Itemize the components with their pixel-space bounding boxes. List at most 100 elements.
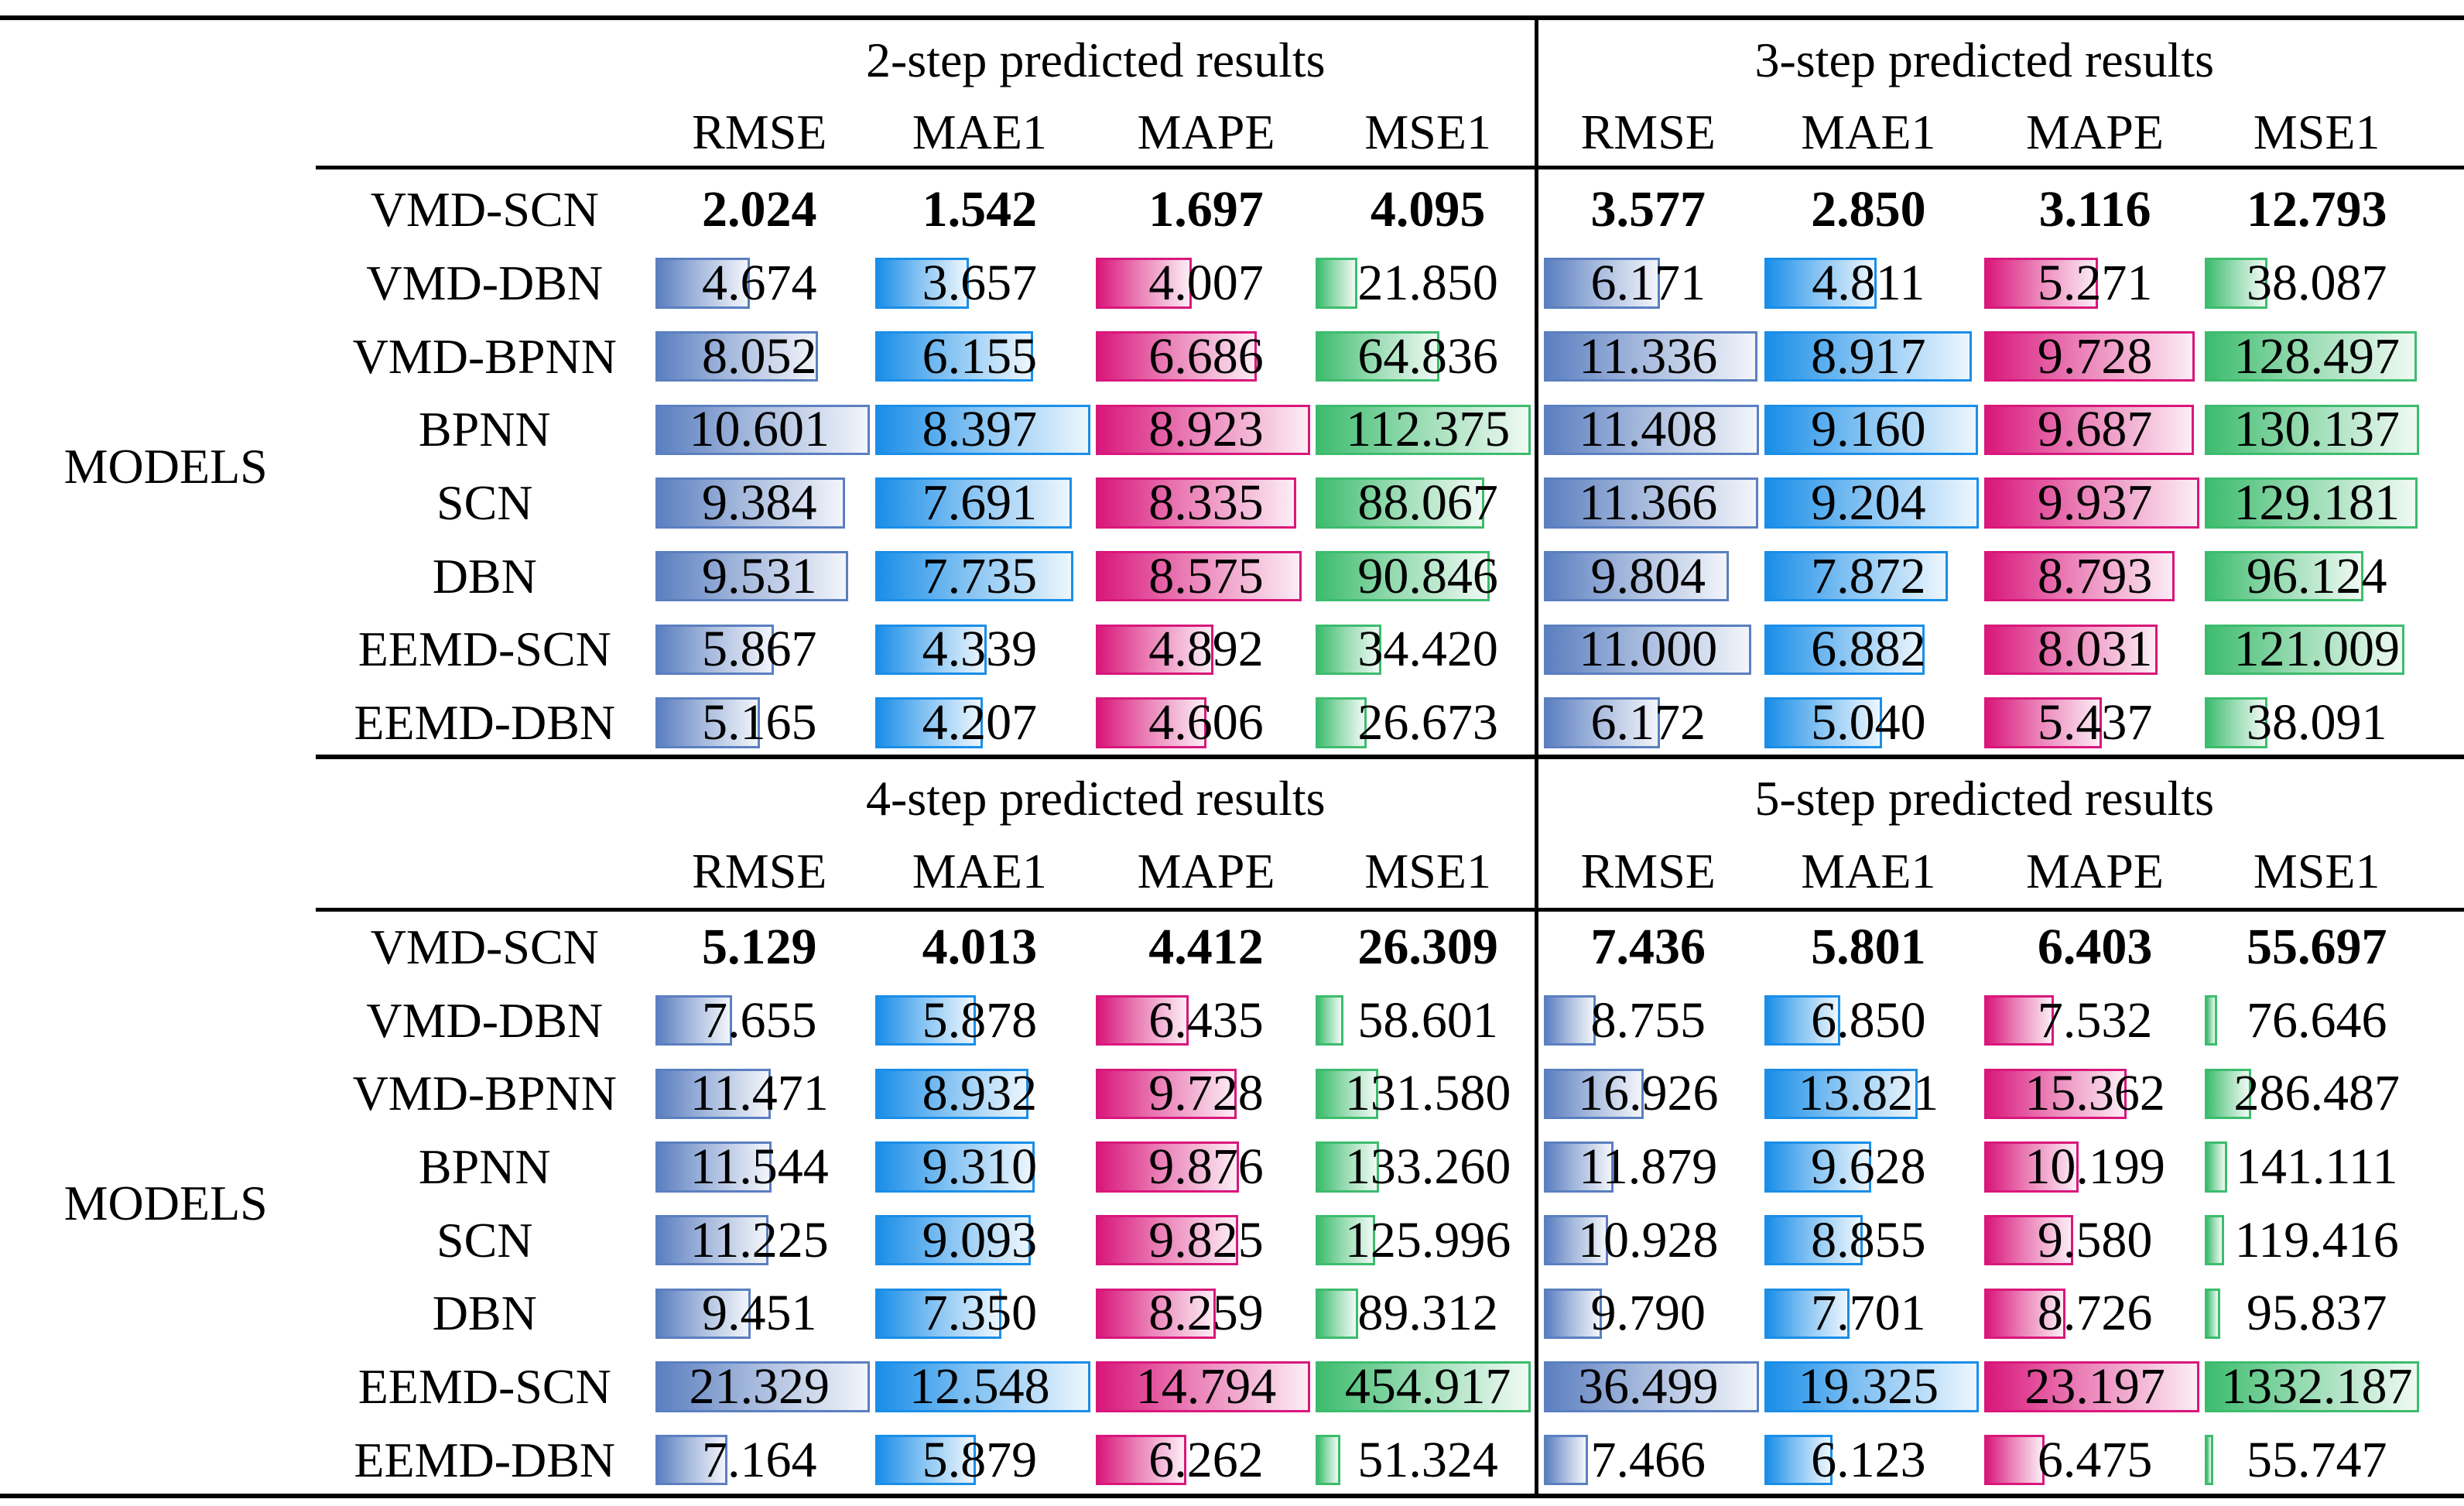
- data-bar: [875, 697, 984, 748]
- cell-value: 119.416: [2234, 1211, 2399, 1268]
- data-bar: [1984, 1434, 2045, 1486]
- data-bar: [1764, 1434, 1833, 1486]
- model-name: VMD-BPNN: [352, 1066, 617, 1121]
- cell-value: 6.686: [1148, 327, 1264, 385]
- data-bar: [875, 1214, 1032, 1266]
- cell-value: 9.204: [1811, 474, 1926, 531]
- data-bar: [1316, 1288, 1358, 1339]
- data-bar: [1544, 1068, 1644, 1119]
- data-bar: [875, 995, 977, 1046]
- cell-value: 6.172: [1590, 693, 1706, 751]
- data-bar: [1544, 697, 1661, 748]
- data-bar: [1095, 697, 1206, 748]
- data-bar: [1316, 330, 1440, 382]
- cell-value: 11.000: [1579, 621, 1718, 678]
- data-bar: [2204, 330, 2417, 382]
- cell-value: 1.697: [1148, 181, 1264, 238]
- data-bar: [1764, 330, 1973, 382]
- data-bar: [1316, 1141, 1379, 1193]
- cell-value: 11.336: [1579, 327, 1718, 385]
- data-bar: [1095, 330, 1257, 382]
- cell-value: 8.575: [1148, 547, 1264, 604]
- cell-value: 5.879: [922, 1431, 1038, 1488]
- data-bar: [1316, 624, 1382, 675]
- cell-value: 4.207: [922, 693, 1038, 751]
- metric-header: MSE1: [1364, 844, 1491, 899]
- bottom-rule: [0, 1493, 2464, 1498]
- cell-value: 10.928: [1578, 1211, 1719, 1268]
- cell-value: 9.825: [1148, 1211, 1264, 1268]
- data-bar: [1764, 624, 1925, 675]
- data-bar: [1984, 1214, 2073, 1266]
- data-bar: [1095, 1288, 1216, 1339]
- cell-value: 51.324: [1357, 1431, 1498, 1488]
- model-name: VMD-SCN: [370, 919, 599, 974]
- cell-value: 55.747: [2246, 1431, 2387, 1488]
- cell-value: 129.181: [2233, 474, 2400, 531]
- cell-value: 7.691: [922, 474, 1038, 531]
- data-bar: [1095, 258, 1193, 309]
- cell-value: 21.850: [1357, 254, 1498, 311]
- top-rule: [0, 15, 2464, 21]
- data-bar: [1544, 1434, 1588, 1486]
- data-bar: [875, 258, 969, 309]
- data-bar: [655, 550, 849, 602]
- cell-value: 4.339: [922, 621, 1038, 678]
- cell-value: 9.728: [2037, 327, 2153, 385]
- data-bar: [2204, 258, 2268, 309]
- data-bar: [1764, 477, 1980, 529]
- cell-value: 6.475: [2037, 1431, 2153, 1488]
- cell-value: 95.837: [2246, 1285, 2387, 1342]
- header-rule: [316, 166, 2464, 170]
- metric-header: MAE1: [912, 104, 1047, 160]
- cell-value: 8.031: [2037, 621, 2153, 678]
- cell-value: 7.532: [2037, 991, 2153, 1049]
- data-bar: [2204, 1434, 2214, 1486]
- metric-header: MSE1: [2253, 844, 2380, 899]
- cell-value: 9.937: [2037, 474, 2153, 531]
- data-bar: [2204, 697, 2268, 748]
- cell-value: 36.499: [1578, 1357, 1719, 1415]
- data-bar: [655, 624, 775, 675]
- data-bar: [1764, 550, 1948, 602]
- cell-value: 6.155: [922, 327, 1038, 385]
- cell-value: 7.436: [1590, 919, 1706, 975]
- cell-value: 4.892: [1148, 621, 1264, 678]
- models-row-label: MODELS: [63, 1176, 268, 1231]
- cell-value: 7.350: [922, 1285, 1038, 1342]
- cell-value: 64.836: [1357, 327, 1498, 385]
- cell-value: 38.087: [2246, 254, 2387, 311]
- metric-header: MAPE: [2026, 844, 2164, 899]
- cell-value: 4.013: [922, 919, 1038, 975]
- model-name: SCN: [436, 474, 533, 530]
- cell-value: 5.878: [922, 991, 1038, 1049]
- data-bar: [1544, 330, 1757, 382]
- cell-value: 5.867: [701, 621, 817, 678]
- model-name: DBN: [432, 548, 537, 604]
- metric-header: MAE1: [1801, 104, 1936, 160]
- cell-value: 8.335: [1148, 474, 1264, 531]
- data-bar: [2204, 1068, 2251, 1119]
- cell-value: 90.846: [1357, 547, 1498, 604]
- data-bar: [1316, 258, 1358, 309]
- cell-value: 8.793: [2037, 547, 2153, 604]
- data-bar: [655, 1434, 727, 1486]
- data-bar: [1984, 1288, 2065, 1339]
- model-name: VMD-SCN: [370, 182, 599, 238]
- data-bar: [875, 550, 1073, 602]
- data-bar: [1095, 477, 1296, 529]
- cell-value: 125.996: [1344, 1211, 1511, 1268]
- cell-value: 6.403: [2037, 919, 2153, 975]
- data-bar: [655, 1214, 768, 1266]
- cell-value: 8.855: [1811, 1211, 1926, 1268]
- cell-value: 454.917: [1344, 1357, 1511, 1415]
- cell-value: 88.067: [1357, 474, 1498, 531]
- data-bar: [2204, 1288, 2220, 1339]
- cell-value: 23.197: [2024, 1357, 2165, 1415]
- cell-value: 9.531: [701, 547, 817, 604]
- cell-value: 4.606: [1148, 693, 1264, 751]
- data-bar: [1544, 995, 1596, 1046]
- data-bar: [875, 1434, 977, 1486]
- metric-header: MAPE: [1137, 844, 1275, 899]
- cell-value: 10.199: [2024, 1138, 2165, 1195]
